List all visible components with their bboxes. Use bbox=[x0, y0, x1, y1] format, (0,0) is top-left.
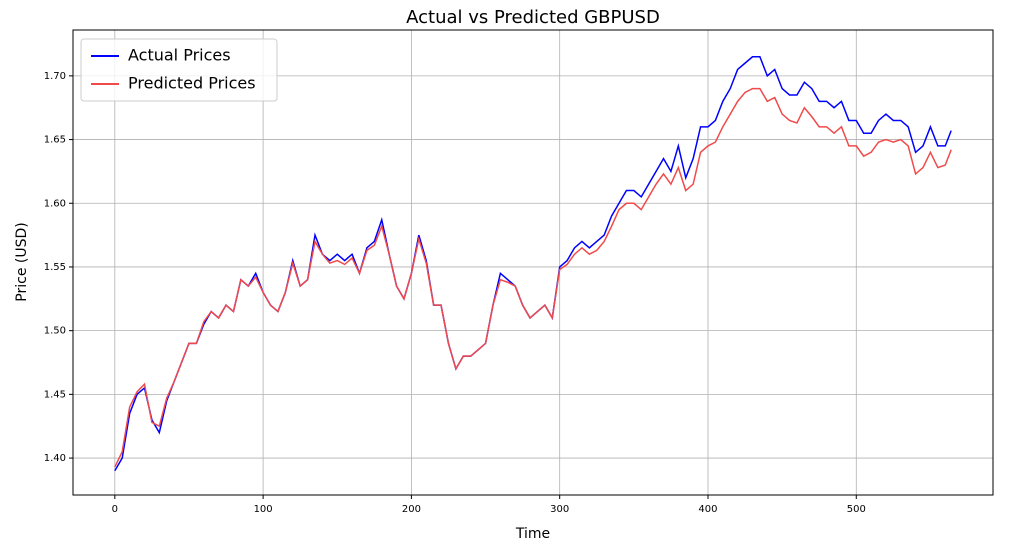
x-axis-label: Time bbox=[515, 526, 550, 542]
y-tick-label: 1.40 bbox=[44, 453, 66, 464]
x-tick-label: 300 bbox=[550, 504, 569, 515]
y-tick-label: 1.50 bbox=[44, 326, 66, 337]
y-tick-label: 1.45 bbox=[44, 389, 66, 400]
x-tick-label: 500 bbox=[847, 504, 866, 515]
series-line bbox=[114, 87, 952, 468]
series-line bbox=[114, 56, 952, 472]
x-tick-label: 200 bbox=[402, 504, 421, 515]
x-tick-label: 0 bbox=[112, 504, 118, 515]
legend-label: Actual Prices bbox=[128, 46, 231, 65]
y-tick-label: 1.60 bbox=[44, 198, 66, 209]
plot-frame bbox=[72, 29, 994, 496]
y-tick-label: 1.55 bbox=[44, 262, 66, 273]
chart-title: Actual vs Predicted GBPUSD bbox=[406, 7, 660, 28]
y-tick-label: 1.70 bbox=[44, 71, 66, 82]
legend-box bbox=[80, 38, 278, 102]
x-tick-label: 100 bbox=[254, 504, 273, 515]
y-axis-label: Price (USD) bbox=[14, 222, 30, 301]
x-tick-label: 400 bbox=[698, 504, 717, 515]
legend-label: Predicted Prices bbox=[128, 74, 256, 93]
y-tick-label: 1.65 bbox=[44, 135, 66, 146]
